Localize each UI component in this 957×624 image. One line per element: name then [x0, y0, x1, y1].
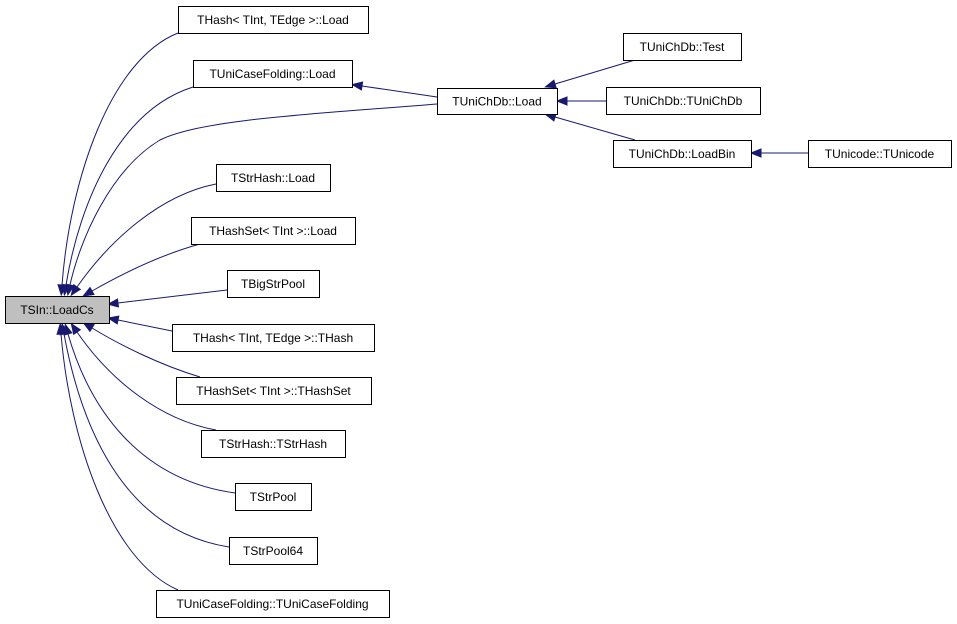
node-label: TUniChDb::LoadBin — [629, 147, 736, 161]
edge-line — [61, 32, 179, 286]
node-hash_ctor[interactable]: THash< TInt, TEdge >::THash — [172, 324, 375, 352]
edge-hash_ctor-to-loadcs — [106, 315, 173, 332]
arrowhead-icon — [106, 315, 120, 325]
node-hashset_load[interactable]: THashSet< TInt >::Load — [191, 217, 356, 245]
arrowhead-icon — [82, 322, 95, 333]
node-strhash_ctor[interactable]: TStrHash::TStrHash — [201, 430, 346, 458]
node-unichdb_loadbin[interactable]: TUniChDb::LoadBin — [613, 140, 752, 168]
node-label: THashSet< TInt >::THashSet — [196, 384, 351, 398]
arrowhead-icon — [56, 322, 66, 335]
arrowhead-icon — [82, 286, 95, 297]
node-loadcs: TSIn::LoadCs — [5, 296, 110, 324]
edge-line — [60, 333, 179, 591]
node-label: TStrPool64 — [243, 544, 303, 558]
edge-line — [117, 289, 228, 304]
node-box — [5, 296, 110, 324]
node-box — [606, 87, 761, 115]
arrowhead-icon — [749, 148, 762, 158]
node-bigstrpool[interactable]: TBigStrPool — [227, 270, 320, 298]
node-ucf_ctor[interactable]: TUniCaseFolding::TUniCaseFolding — [156, 590, 390, 618]
edge-line — [117, 319, 173, 332]
edge-strhash_ctor-to-loadcs — [70, 322, 217, 431]
node-ucf_load[interactable]: TUniCaseFolding::Load — [193, 60, 353, 88]
arrowhead-icon — [106, 298, 120, 308]
node-label: THashSet< TInt >::Load — [209, 224, 337, 238]
edge-unichdb_ctor-to-unichdb_load — [555, 96, 606, 106]
node-box — [193, 60, 353, 88]
edge-line — [63, 333, 230, 548]
node-hashset_ctor[interactable]: THashSet< TInt >::THashSet — [176, 377, 372, 405]
edge-bigstrpool-to-loadcs — [106, 289, 228, 308]
node-strpool[interactable]: TStrPool — [235, 483, 312, 511]
node-label: TUniCaseFolding::Load — [209, 67, 335, 81]
edge-line — [67, 333, 236, 494]
node-strpool64[interactable]: TStrPool64 — [229, 537, 318, 565]
node-hash_load[interactable]: THash< TInt, TEdge >::Load — [178, 6, 369, 34]
node-box — [229, 537, 318, 565]
node-label: TUnicode::TUnicode — [825, 147, 935, 161]
node-box — [437, 88, 558, 115]
node-box — [172, 324, 375, 352]
edge-unicode_ctor-to-unichdb_loadbin — [749, 148, 808, 158]
node-box — [178, 6, 369, 34]
node-label: TUniCaseFolding::TUniCaseFolding — [176, 597, 368, 611]
edge-unichdb_loadbin-to-unichdb_load — [544, 112, 636, 141]
edge-line — [554, 59, 636, 85]
edge-strhash_load-to-loadcs — [70, 183, 217, 297]
node-unichdb_ctor[interactable]: TUniChDb::TUniChDb — [606, 87, 761, 115]
node-box — [227, 270, 320, 298]
node-label: TStrHash::Load — [231, 171, 315, 185]
node-box — [201, 430, 346, 458]
node-label: TUniChDb::Load — [452, 95, 541, 109]
arrowhead-icon — [350, 81, 364, 91]
node-label: TUniChDb::Test — [640, 40, 725, 54]
edge-line — [91, 327, 201, 378]
node-box — [808, 140, 952, 168]
node-box — [623, 33, 742, 61]
node-unichdb_test[interactable]: TUniChDb::Test — [623, 33, 742, 61]
edge-unichdb_load-to-ucf_load — [350, 81, 438, 98]
edge-ucf_ctor-to-loadcs — [56, 322, 179, 591]
arrowhead-icon — [544, 79, 557, 89]
edge-line — [361, 85, 438, 98]
edge-hashset_load-to-loadcs — [82, 243, 201, 297]
edge-unichdb_test-to-unichdb_load — [544, 59, 636, 89]
node-label: TUniChDb::TUniChDb — [624, 94, 743, 108]
node-box — [156, 590, 390, 618]
edge-line — [65, 86, 194, 286]
node-label: TBigStrPool — [241, 277, 305, 291]
edge-line — [76, 331, 217, 431]
node-box — [176, 377, 372, 405]
arrowhead-icon — [70, 322, 82, 336]
node-label: TStrPool — [250, 490, 297, 504]
node-unichdb_load[interactable]: TUniChDb::Load — [437, 88, 558, 115]
edge-line — [554, 116, 636, 141]
node-label: THash< TInt, TEdge >::Load — [197, 13, 349, 27]
edge-hash_load-to-loadcs — [57, 32, 179, 297]
node-unicode_ctor[interactable]: TUnicode::TUnicode — [808, 140, 952, 168]
edge-ucf_load-to-loadcs — [61, 86, 194, 297]
node-box — [216, 164, 331, 192]
node-box — [191, 217, 356, 245]
edge-line — [69, 103, 438, 286]
node-strhash_load[interactable]: TStrHash::Load — [216, 164, 331, 192]
arrowhead-icon — [65, 283, 75, 297]
edge-line — [91, 243, 201, 292]
node-label: TSIn::LoadCs — [20, 303, 93, 317]
node-box — [613, 140, 752, 168]
node-box — [235, 483, 312, 511]
arrowhead-icon — [70, 283, 82, 297]
arrowhead-icon — [555, 96, 568, 106]
node-label: THash< TInt, TEdge >::THash — [193, 331, 353, 345]
edge-unichdb_load-to-loadcs — [65, 103, 438, 297]
edge-line — [76, 183, 217, 288]
node-label: TStrHash::TStrHash — [219, 437, 327, 451]
